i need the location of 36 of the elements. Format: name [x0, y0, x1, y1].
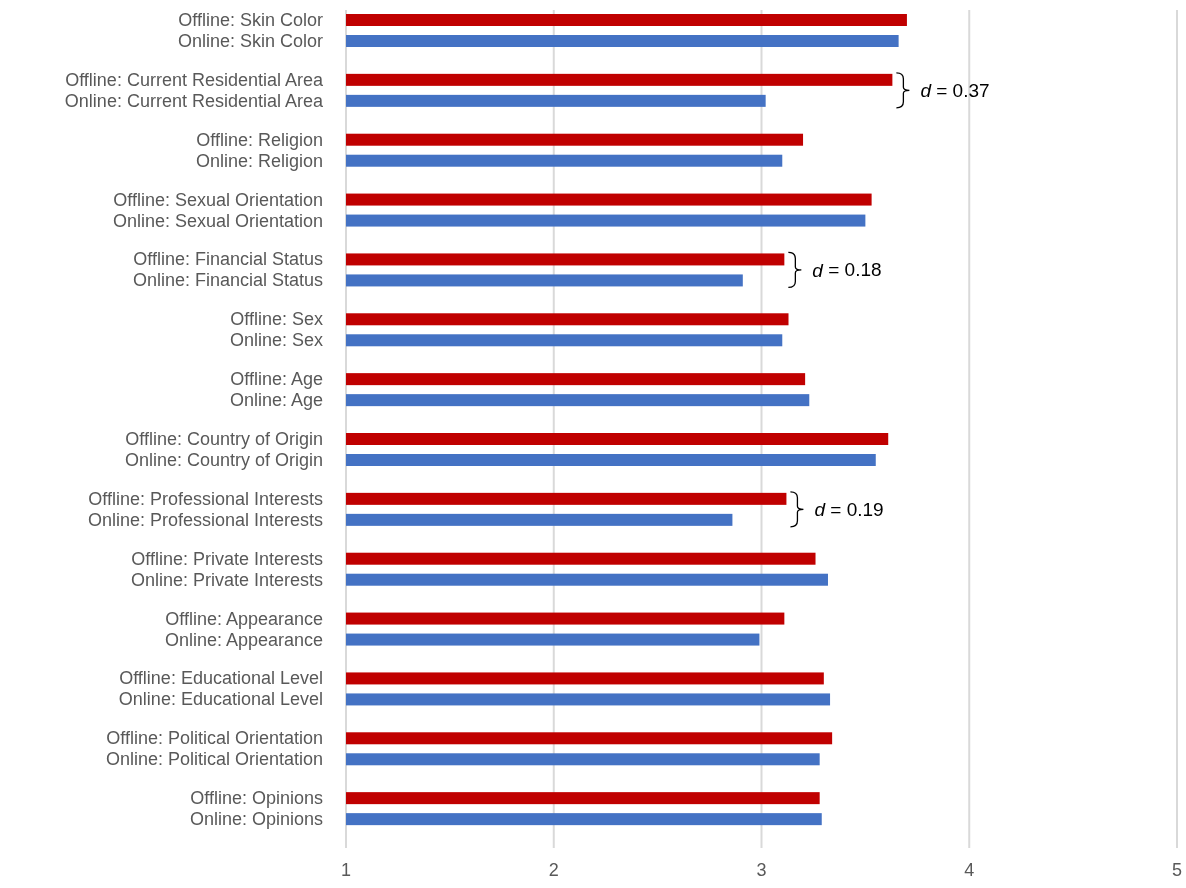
- y-tick-label: Online: Country of Origin: [124, 450, 323, 470]
- y-tick-label: Offline: Educational Level: [119, 668, 323, 689]
- y-tick-label: Online: Current Residential Area: [64, 90, 324, 111]
- y-tick-label: Online: Religion: [195, 150, 323, 171]
- y-tick-label: Online: Age: [229, 390, 323, 411]
- y-tick-label: Online: Sexual Orientation: [112, 210, 323, 231]
- y-tick-label: Online: Sex: [229, 330, 323, 351]
- y-tick-label: Online: Professional Interests: [87, 509, 323, 530]
- y-tick-label: Offline: Religion: [196, 129, 323, 150]
- y-tick-label: Offline: Age: [230, 369, 323, 390]
- x-tick-label: 4: [964, 860, 975, 880]
- y-tick-label: Online: Skin Color: [177, 31, 323, 51]
- x-tick-label: 3: [756, 860, 767, 880]
- annotation: d = 0.19: [814, 498, 884, 520]
- y-tick-label: Offline: Country of Origin: [125, 429, 323, 449]
- y-tick-label: Offline: Appearance: [165, 608, 323, 629]
- y-tick-label: Offline: Opinions: [190, 788, 323, 809]
- y-tick-label: Online: Opinions: [189, 809, 323, 830]
- y-tick-label: Offline: Financial Status: [133, 249, 323, 270]
- y-tick-label: Offline: Current Residential Area: [65, 69, 324, 90]
- annotation: d = 0.18: [812, 259, 882, 281]
- y-tick-label: Offline: Private Interests: [131, 548, 323, 569]
- y-tick-label: Online: Educational Level: [118, 689, 323, 710]
- y-tick-label: Offline: Sex: [230, 309, 323, 330]
- y-tick-label: Online: Financial Status: [132, 270, 323, 291]
- y-tick-label: Offline: Political Orientation: [106, 728, 323, 749]
- y-tick-label: Online: Appearance: [164, 629, 323, 650]
- y-tick-label: Online: Political Orientation: [105, 749, 323, 770]
- y-tick-label: Offline: Sexual Orientation: [113, 189, 323, 210]
- x-tick-label: 2: [548, 860, 559, 880]
- x-tick-label: 5: [1171, 860, 1183, 880]
- y-tick-label: Offline: Professional Interests: [88, 488, 323, 509]
- y-tick-label: Offline: Skin Color: [178, 10, 323, 30]
- x-tick-label: 1: [340, 860, 352, 880]
- annotation: d = 0.37: [920, 79, 990, 101]
- y-tick-label: Online: Private Interests: [130, 569, 323, 590]
